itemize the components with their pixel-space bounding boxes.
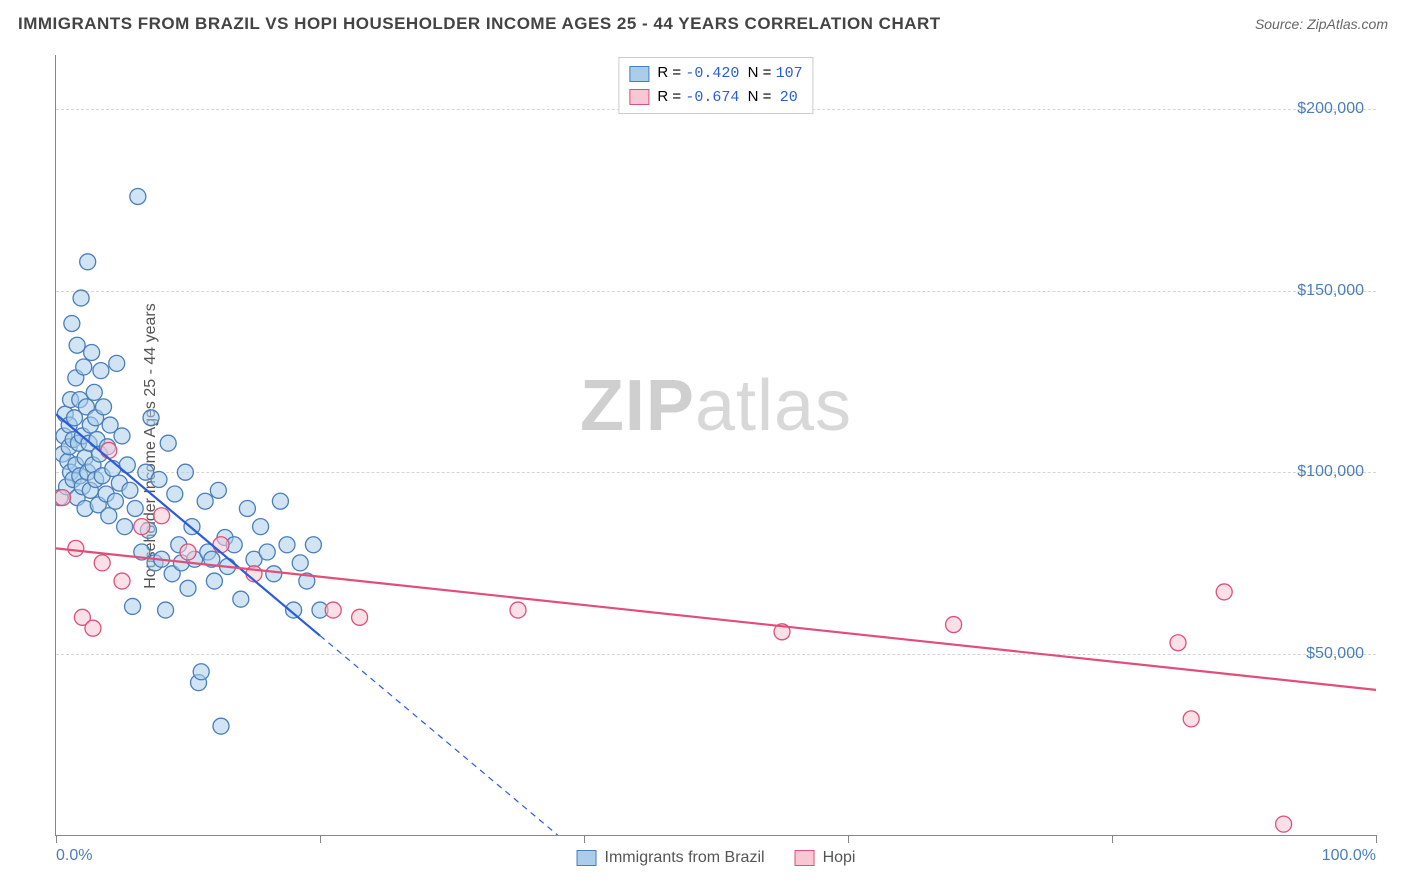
- scatter-point-brazil: [114, 428, 130, 444]
- chart-title: IMMIGRANTS FROM BRAZIL VS HOPI HOUSEHOLD…: [18, 14, 941, 34]
- scatter-point-hopi: [68, 540, 84, 556]
- scatter-point-brazil: [73, 290, 89, 306]
- scatter-point-hopi: [510, 602, 526, 618]
- scatter-point-brazil: [64, 315, 80, 331]
- scatter-point-brazil: [272, 493, 288, 509]
- scatter-point-brazil: [292, 555, 308, 571]
- scatter-point-brazil: [143, 410, 159, 426]
- scatter-point-brazil: [259, 544, 275, 560]
- trendline-hopi: [56, 548, 1376, 689]
- scatter-point-hopi: [94, 555, 110, 571]
- scatter-point-hopi: [114, 573, 130, 589]
- xtick-label: 100.0%: [1322, 847, 1376, 865]
- xtick-label: 0.0%: [56, 847, 92, 865]
- xtick: [1112, 835, 1113, 843]
- scatter-point-brazil: [158, 602, 174, 618]
- scatter-point-brazil: [180, 580, 196, 596]
- scatter-point-brazil: [197, 493, 213, 509]
- scatter-point-brazil: [76, 359, 92, 375]
- scatter-point-hopi: [101, 442, 117, 458]
- trendline-dashed-brazil: [320, 636, 558, 835]
- scatter-point-hopi: [180, 544, 196, 560]
- scatter-point-brazil: [93, 363, 109, 379]
- stats-row-hopi: R = -0.674 N = 20: [629, 86, 802, 110]
- scatter-point-brazil: [279, 537, 295, 553]
- scatter-point-brazil: [266, 566, 282, 582]
- scatter-point-brazil: [160, 435, 176, 451]
- scatter-point-brazil: [167, 486, 183, 502]
- legend-swatch-brazil: [577, 850, 597, 866]
- xtick: [584, 835, 585, 843]
- scatter-point-hopi: [134, 519, 150, 535]
- scatter-point-hopi: [1183, 711, 1199, 727]
- scatter-svg: [56, 55, 1376, 835]
- scatter-point-hopi: [1276, 816, 1292, 832]
- scatter-point-hopi: [213, 537, 229, 553]
- source-label: Source:: [1255, 16, 1303, 32]
- scatter-point-hopi: [946, 617, 962, 633]
- scatter-point-brazil: [233, 591, 249, 607]
- scatter-point-brazil: [109, 355, 125, 371]
- scatter-point-hopi: [1170, 635, 1186, 651]
- scatter-point-brazil: [253, 519, 269, 535]
- xtick: [56, 835, 57, 843]
- stats-text-brazil: R = -0.420 N = 107: [657, 62, 802, 86]
- scatter-point-brazil: [193, 664, 209, 680]
- swatch-brazil: [629, 66, 649, 82]
- xtick: [1376, 835, 1377, 843]
- scatter-point-brazil: [127, 500, 143, 516]
- scatter-point-brazil: [86, 384, 102, 400]
- trendline-brazil: [56, 414, 320, 635]
- scatter-point-brazil: [177, 464, 193, 480]
- scatter-point-hopi: [325, 602, 341, 618]
- scatter-point-brazil: [96, 399, 112, 415]
- scatter-point-brazil: [69, 337, 85, 353]
- stats-text-hopi: R = -0.674 N = 20: [657, 86, 797, 110]
- legend-bottom: Immigrants from Brazil Hopi: [577, 849, 856, 867]
- scatter-point-hopi: [56, 490, 71, 506]
- scatter-point-brazil: [101, 508, 117, 524]
- scatter-point-brazil: [305, 537, 321, 553]
- scatter-point-brazil: [206, 573, 222, 589]
- legend-label-brazil: Immigrants from Brazil: [605, 849, 765, 867]
- scatter-point-brazil: [122, 482, 138, 498]
- legend-label-hopi: Hopi: [823, 849, 856, 867]
- scatter-point-brazil: [213, 718, 229, 734]
- scatter-point-brazil: [117, 519, 133, 535]
- scatter-point-brazil: [151, 471, 167, 487]
- source-attribution: Source: ZipAtlas.com: [1255, 16, 1388, 32]
- xtick: [848, 835, 849, 843]
- scatter-point-brazil: [107, 493, 123, 509]
- scatter-point-brazil: [84, 344, 100, 360]
- source-value: ZipAtlas.com: [1307, 16, 1388, 32]
- legend-item-brazil: Immigrants from Brazil: [577, 849, 765, 867]
- scatter-point-brazil: [125, 598, 141, 614]
- scatter-point-hopi: [1216, 584, 1232, 600]
- correlation-stats-box: R = -0.420 N = 107 R = -0.674 N = 20: [618, 57, 813, 114]
- plot-area: ZIPatlas R = -0.420 N = 107 R = -0.674 N…: [55, 55, 1376, 836]
- scatter-point-hopi: [85, 620, 101, 636]
- header-bar: IMMIGRANTS FROM BRAZIL VS HOPI HOUSEHOLD…: [0, 0, 1406, 48]
- stats-row-brazil: R = -0.420 N = 107: [629, 62, 802, 86]
- scatter-point-hopi: [154, 508, 170, 524]
- scatter-point-brazil: [130, 188, 146, 204]
- scatter-point-brazil: [80, 254, 96, 270]
- xtick: [320, 835, 321, 843]
- scatter-point-brazil: [210, 482, 226, 498]
- swatch-hopi: [629, 89, 649, 105]
- scatter-point-hopi: [352, 609, 368, 625]
- legend-item-hopi: Hopi: [795, 849, 856, 867]
- scatter-point-brazil: [239, 500, 255, 516]
- legend-swatch-hopi: [795, 850, 815, 866]
